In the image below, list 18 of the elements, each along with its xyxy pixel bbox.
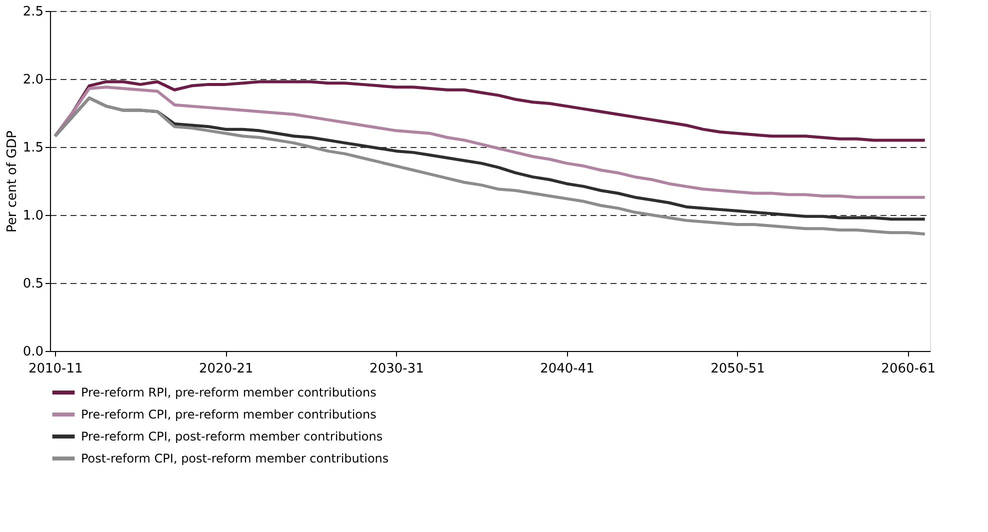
x-tick-label: 2030-31 [370,362,424,376]
legend-label: Post-reform CPI, post-reform member contributions [81,452,389,466]
y-tick-label: 2.5 [22,4,44,20]
legend-label: Pre-reform CPI, post-reform member contributions [81,430,383,444]
y-tick-label: 0.0 [22,344,44,360]
y-tick-label: 1.0 [22,208,44,224]
x-tick-label: 2010-11 [28,362,83,376]
x-tick-label: 2060-61 [881,362,936,376]
legend-label: Pre-reform CPI, pre-reform member contributions [81,408,376,422]
legend-label: Pre-reform RPI, pre-reform member contributions [81,386,376,400]
line-series [54,86,926,199]
y-axis-title: Per cent of GDP [4,130,20,233]
y-tick-label: 2.0 [22,72,44,88]
x-tick-label: 2040-41 [540,362,594,376]
y-tick-label: 1.5 [22,140,44,156]
y-tick-label: 0.5 [22,276,44,292]
x-tick-label: 2020-21 [198,362,254,376]
x-tick-label: 2050-51 [710,362,765,376]
